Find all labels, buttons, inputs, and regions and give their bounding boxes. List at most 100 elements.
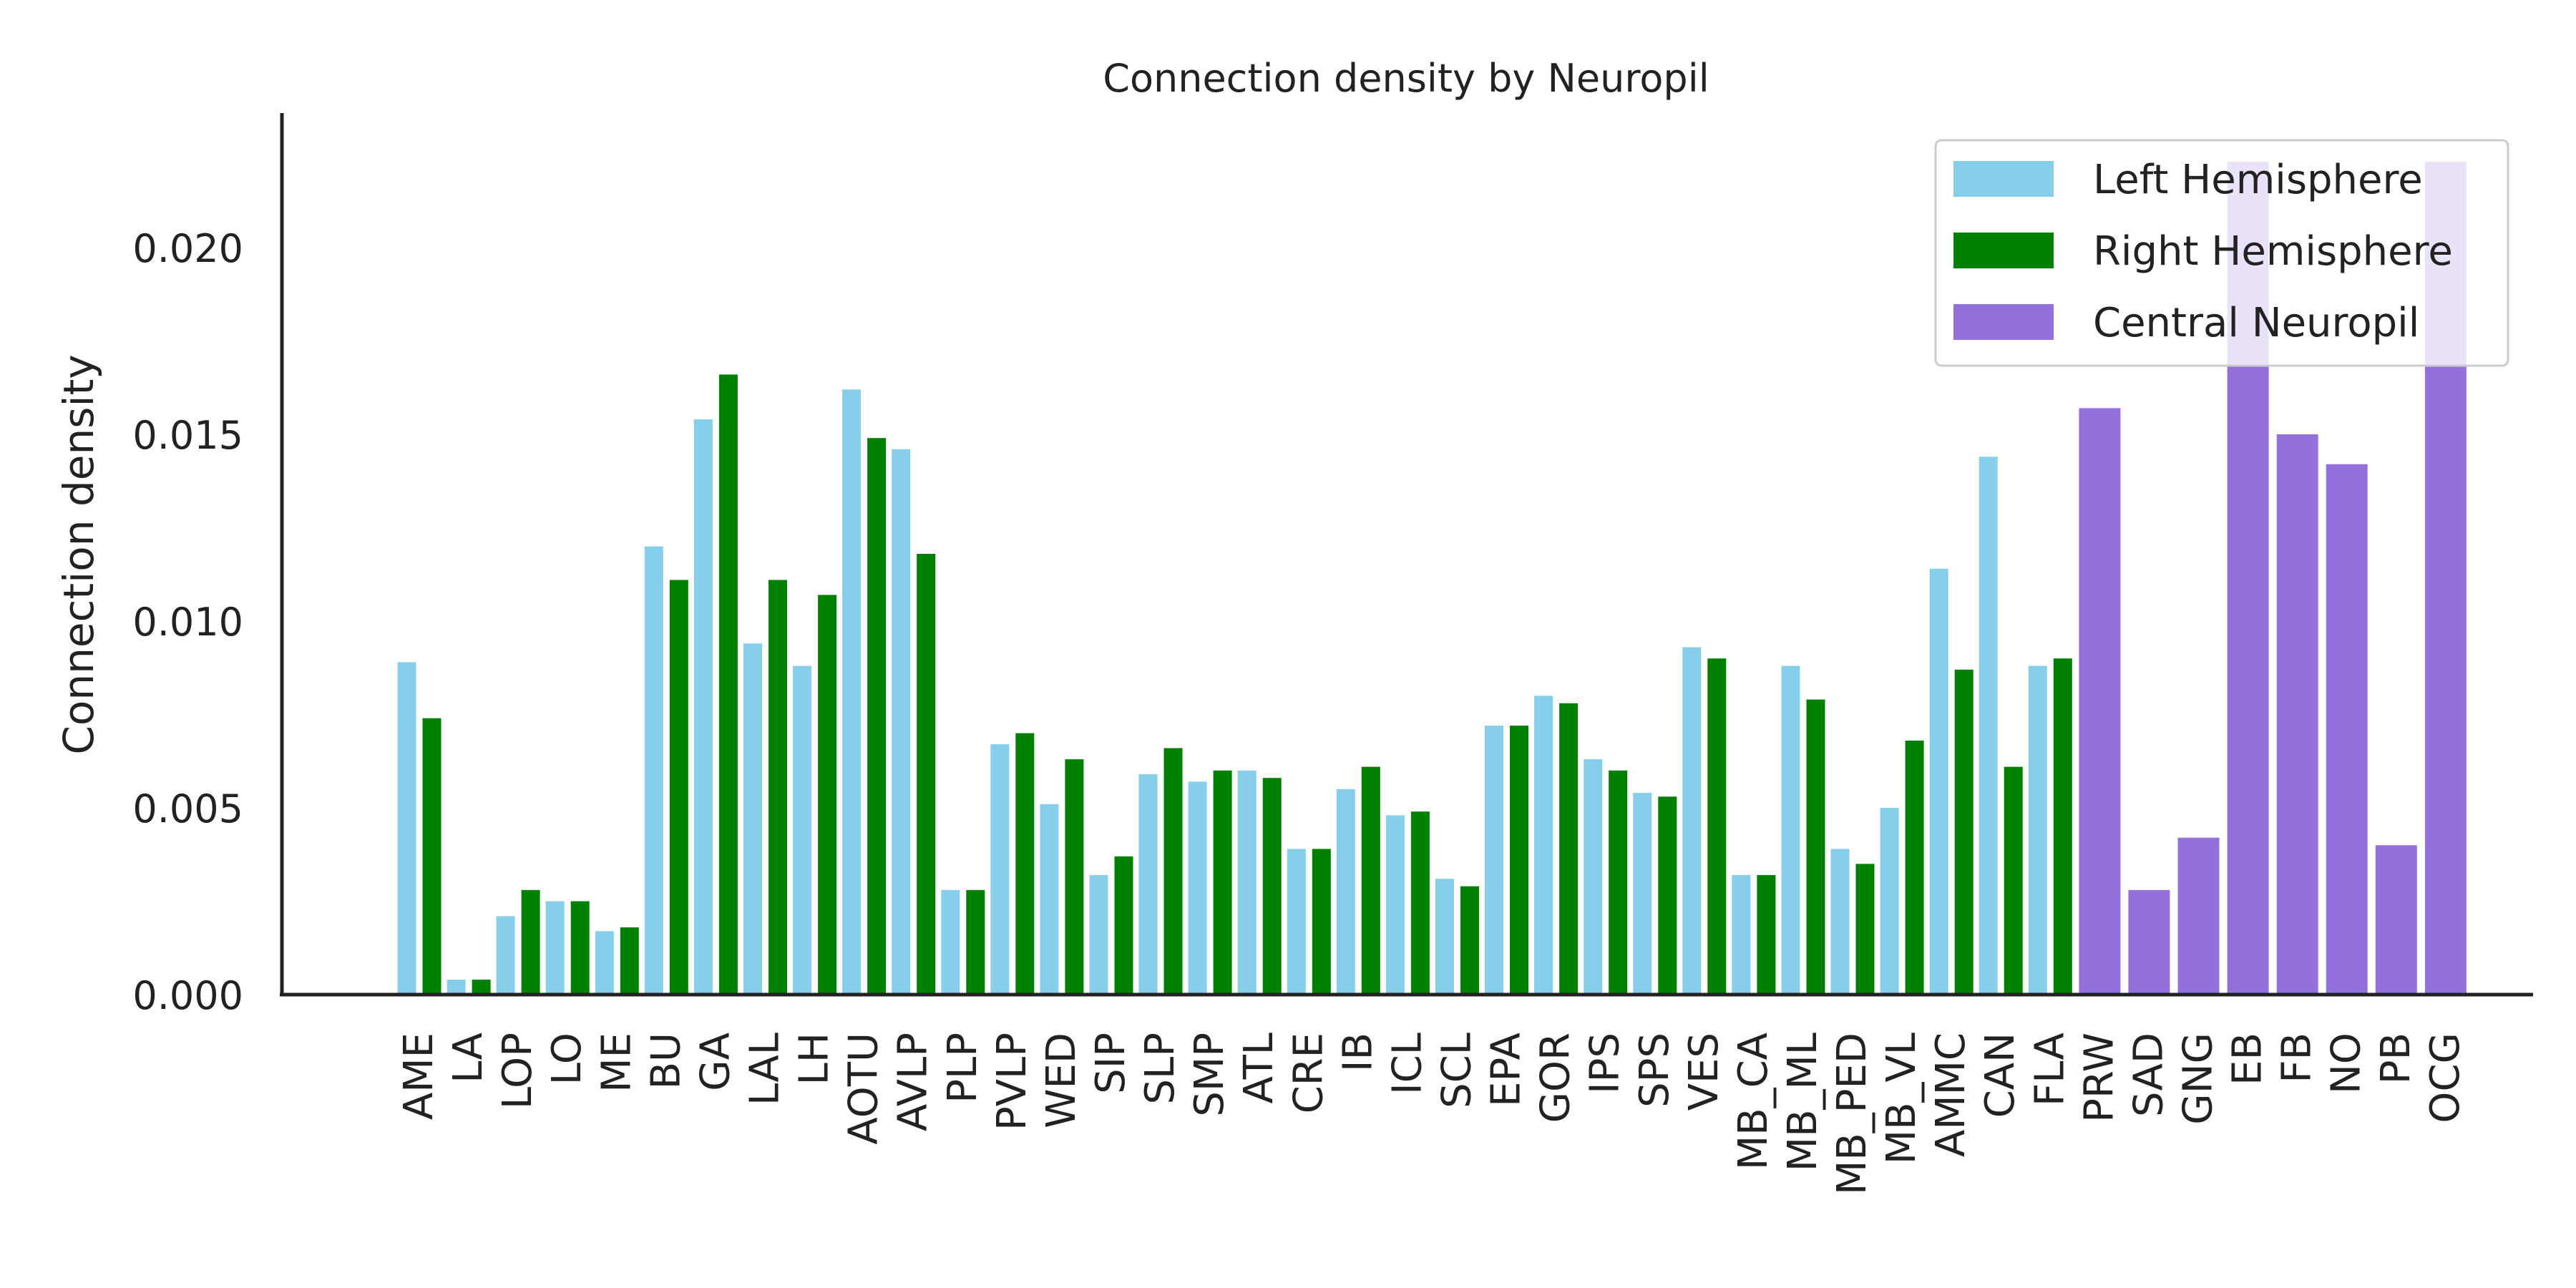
chart-title: Connection density by Neuropil — [1103, 56, 1709, 101]
x-ticks: AME LA LOP LO ME BU GA LAL LH AOTU AVLP PLP PVLP WED S… — [396, 1033, 2469, 1195]
bar-mb-ped-1 — [1855, 864, 1875, 995]
x-tick-label: LA — [445, 1033, 492, 1083]
bar-lh-1 — [818, 595, 837, 995]
bar-ves-1 — [1707, 658, 1727, 995]
bar-atl-1 — [1262, 778, 1282, 995]
bar-ga-1 — [718, 374, 738, 995]
x-tick-label: MB_VL — [1878, 1033, 1925, 1164]
bar-wed-0 — [1040, 804, 1059, 995]
x-tick-label: MB_CA — [1730, 1033, 1777, 1170]
x-tick-label: SMP — [1186, 1033, 1233, 1117]
bar-ammc-0 — [1929, 568, 1948, 995]
x-tick-label: OCG — [2422, 1033, 2469, 1123]
bar-lal-0 — [743, 643, 762, 995]
bar-avlp-0 — [892, 449, 911, 995]
bar-sad-2 — [2128, 889, 2170, 995]
bar-plp-0 — [941, 889, 960, 995]
bar-sps-1 — [1658, 796, 1677, 995]
bar-icl-0 — [1385, 815, 1405, 995]
legend-swatch — [1953, 233, 2054, 268]
x-tick-label: CAN — [1977, 1033, 2024, 1118]
bar-fb-2 — [2276, 434, 2318, 995]
bar-ame-0 — [397, 662, 416, 995]
x-tick-label: GOR — [1533, 1033, 1579, 1123]
y-tick-label: 0.020 — [132, 226, 243, 271]
bar-sip-0 — [1089, 874, 1108, 995]
bar-avlp-1 — [917, 554, 936, 995]
bar-lh-0 — [793, 665, 812, 995]
x-tick-label: GNG — [2175, 1033, 2222, 1125]
x-tick-label: NO — [2323, 1033, 2370, 1094]
legend: Left Hemisphere Right Hemisphere Central N… — [1934, 139, 2509, 367]
bar-gor-0 — [1534, 696, 1553, 995]
x-tick-label: FLA — [2026, 1033, 2073, 1106]
bar-slp-0 — [1138, 774, 1158, 995]
x-tick-label: GA — [692, 1033, 738, 1091]
bar-gng-2 — [2177, 837, 2220, 995]
bar-slp-1 — [1163, 748, 1183, 995]
bar-me-1 — [620, 927, 639, 995]
bar-cre-1 — [1312, 849, 1331, 995]
bar-mb-ped-0 — [1830, 849, 1850, 995]
bar-lo-1 — [570, 901, 590, 995]
bar-la-0 — [447, 980, 466, 995]
x-tick-label: ME — [593, 1033, 640, 1093]
y-ticks: 0.000 0.005 0.010 0.015 0.020 — [132, 226, 243, 1018]
bar-sip-1 — [1114, 856, 1133, 995]
x-tick-label: FB — [2274, 1033, 2321, 1083]
x-tick-label: PRW — [2076, 1033, 2122, 1123]
bar-mb-ml-0 — [1781, 665, 1800, 995]
y-tick-label: 0.000 — [132, 973, 243, 1018]
bar-aotu-1 — [867, 438, 887, 995]
bar-ves-0 — [1682, 647, 1702, 995]
bar-cre-0 — [1287, 849, 1306, 995]
bar-sps-0 — [1633, 793, 1652, 995]
bar-epa-0 — [1485, 726, 1503, 995]
x-tick-label: SPS — [1631, 1033, 1678, 1108]
x-tick-label: WED — [1038, 1033, 1085, 1128]
bar-no-2 — [2326, 464, 2368, 995]
bar-mb-ca-1 — [1757, 874, 1776, 995]
y-tick-label: 0.010 — [132, 600, 243, 645]
x-tick-label: ICL — [1384, 1033, 1430, 1095]
x-tick-label: IB — [1335, 1033, 1381, 1072]
bar-can-0 — [1979, 457, 1998, 995]
bar-can-1 — [2004, 766, 2023, 995]
bar-epa-1 — [1510, 726, 1528, 995]
x-tick-label: AOTU — [841, 1033, 887, 1145]
x-tick-label: IPS — [1582, 1033, 1629, 1094]
bar-fla-1 — [2053, 658, 2072, 995]
x-tick-label: MB_ML — [1780, 1033, 1826, 1171]
y-tick-label: 0.005 — [132, 786, 243, 831]
bar-wed-1 — [1065, 759, 1084, 995]
bar-smp-0 — [1188, 781, 1207, 995]
bar-mb-vl-1 — [1905, 741, 1924, 995]
bar-lop-0 — [496, 916, 515, 995]
x-tick-label: LAL — [742, 1033, 789, 1106]
bar-scl-0 — [1435, 879, 1454, 995]
bar-ib-0 — [1336, 789, 1355, 995]
x-tick-label: PLP — [940, 1033, 986, 1103]
legend-label: Left Hemisphere — [2093, 157, 2423, 203]
bar-prw-2 — [2079, 408, 2121, 995]
bar-gor-1 — [1559, 703, 1579, 995]
bar-lo-0 — [545, 901, 565, 995]
x-tick-label: PVLP — [989, 1033, 1035, 1131]
y-axis-label: Connection density — [54, 354, 103, 754]
bar-bu-1 — [669, 580, 688, 995]
bar-pvlp-0 — [990, 744, 1010, 995]
x-tick-label: MB_PED — [1829, 1033, 1875, 1195]
bar-scl-1 — [1460, 886, 1479, 995]
x-tick-label: BU — [643, 1033, 689, 1089]
bar-ips-1 — [1609, 770, 1628, 995]
x-tick-label: PB — [2373, 1033, 2419, 1084]
bar-icl-1 — [1410, 811, 1430, 995]
x-tick-label: LH — [791, 1033, 838, 1085]
x-tick-label: SIP — [1088, 1033, 1134, 1094]
bar-ame-1 — [422, 718, 441, 995]
legend-label: Central Neuropil — [2093, 300, 2419, 346]
bar-mb-ca-0 — [1732, 874, 1751, 995]
legend-swatch — [1953, 161, 2054, 197]
bar-la-1 — [472, 980, 491, 995]
bar-lop-1 — [521, 889, 540, 995]
